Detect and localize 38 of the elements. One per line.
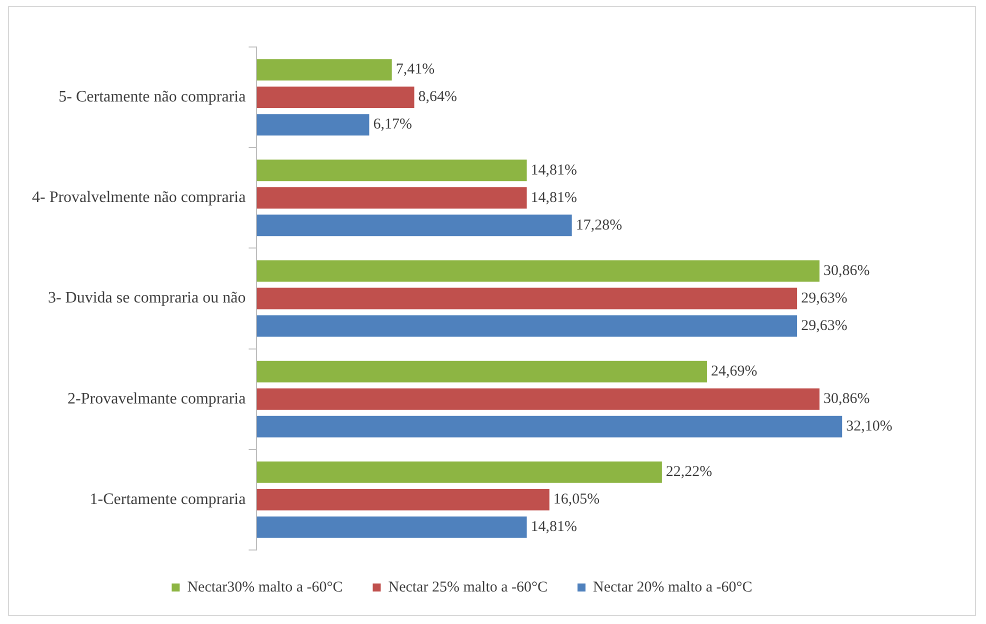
data-label: 16,05% [553,492,600,508]
data-label: 8,64% [418,89,458,106]
y-tick-label: 1-Certamente compraria [90,490,246,508]
data-label: 14,81% [530,190,578,206]
bar [256,315,798,337]
data-label: 29,63% [801,318,848,334]
bar [256,416,842,438]
data-label: 22,22% [666,464,712,480]
bar [256,260,820,282]
y-tick-label: 3- Duvida se compraria ou não [48,290,246,307]
data-label: 14,81% [530,519,578,536]
bar [256,214,572,236]
bar [256,114,370,136]
data-label: 17,28% [576,217,622,234]
y-tick-label: 2-Provavelmante compraria [68,390,246,408]
data-label: 30,86% [824,262,870,279]
bar [256,516,527,538]
data-label: 14,81% [530,162,578,178]
bar [256,288,798,310]
legend-label: Nectar30% malto a -60°C [187,579,343,596]
data-label: 32,10% [846,418,892,435]
bar [256,388,820,410]
bar [256,59,392,81]
data-label: 24,69% [710,364,758,380]
legend-label: Nectar 25% malto a -60°C [388,579,548,596]
bar [256,187,527,209]
bar [256,461,662,483]
bar [256,488,550,510]
data-label: 29,63% [801,290,848,306]
bar [256,86,414,108]
bar [256,360,707,382]
y-tick-label: 4- Provalvelmente não compraria [32,189,246,206]
legend-label: Nectar 20% malto a -60°C [593,579,752,596]
data-label: 7,41% [396,62,435,78]
data-label: 30,86% [824,391,870,408]
y-tick-label: 5- Certamente não compraria [58,88,246,106]
data-label: 6,17% [373,116,412,133]
bar [256,160,527,182]
